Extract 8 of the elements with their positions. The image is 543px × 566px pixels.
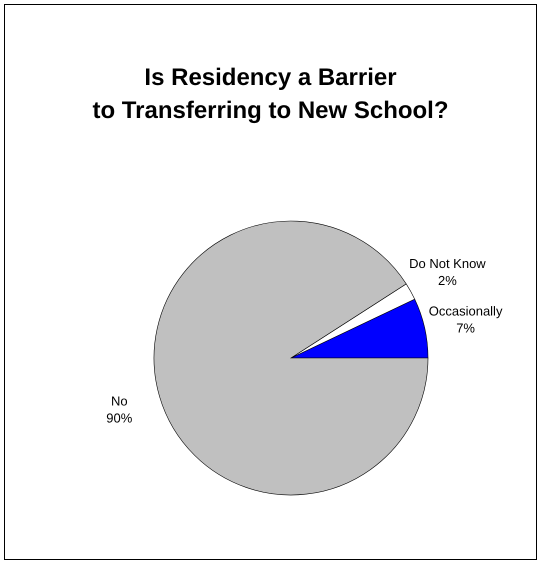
data-label: 90% — [106, 410, 133, 426]
data-label: 7% — [456, 320, 476, 336]
chart-title: Is Residency a Barrier to Transferring to New School? — [91, 63, 450, 126]
slice-label: Occasionally — [428, 304, 503, 319]
pie-slice — [154, 220, 428, 496]
slice-label: Do Not Know — [409, 256, 486, 271]
data-label: 2% — [438, 272, 458, 288]
slice-label: No — [110, 393, 128, 408]
